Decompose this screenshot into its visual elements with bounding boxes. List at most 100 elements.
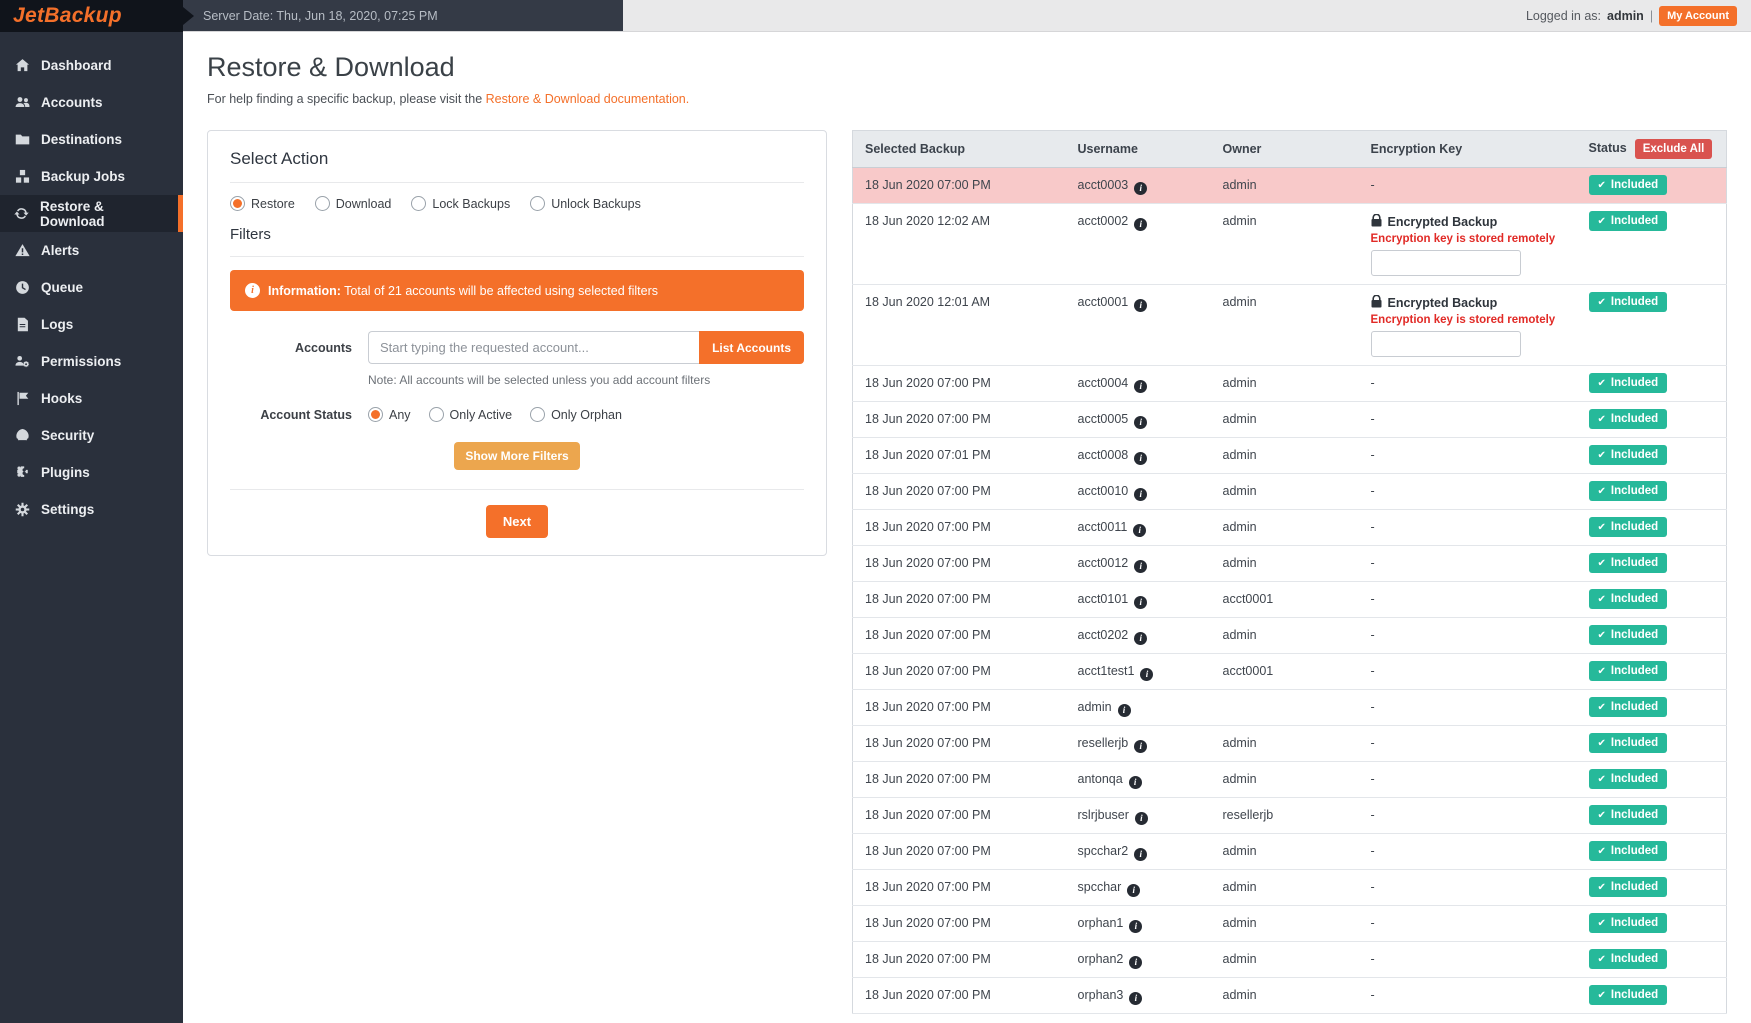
included-badge[interactable]: ✔ Included xyxy=(1588,517,1668,537)
info-icon[interactable]: i xyxy=(1134,559,1148,573)
included-badge[interactable]: ✔ Included xyxy=(1588,589,1668,609)
included-badge[interactable]: ✔ Included xyxy=(1588,625,1668,645)
table-row[interactable]: 18 Jun 2020 07:00 PM admin i - ✔ Included xyxy=(852,689,1727,726)
brand-logo[interactable]: JetBackup xyxy=(0,0,183,32)
info-icon[interactable]: i xyxy=(1134,847,1148,861)
included-badge[interactable]: ✔ Included xyxy=(1588,949,1668,969)
info-icon[interactable]: i xyxy=(1134,739,1148,753)
table-row[interactable]: 18 Jun 2020 07:00 PM antonqa i admin - ✔ I… xyxy=(852,761,1727,798)
included-badge[interactable]: ✔ Included xyxy=(1588,211,1668,231)
sidebar-item-security[interactable]: Security xyxy=(0,417,183,454)
show-more-filters-button[interactable]: Show More Filters xyxy=(454,442,580,470)
username-text: acct0005 xyxy=(1077,412,1129,426)
account-status-option-only-active[interactable]: Only Active xyxy=(428,407,512,422)
sidebar-item-logs[interactable]: Logs xyxy=(0,306,183,343)
included-badge[interactable]: ✔ Included xyxy=(1588,445,1668,465)
info-icon[interactable]: i xyxy=(1134,415,1148,429)
included-badge[interactable]: ✔ Included xyxy=(1588,481,1668,501)
included-badge[interactable]: ✔ Included xyxy=(1588,697,1668,717)
account-status-option-any[interactable]: Any xyxy=(368,407,411,422)
list-accounts-button[interactable]: List Accounts xyxy=(699,331,804,364)
info-icon[interactable]: i xyxy=(1129,919,1143,933)
included-badge[interactable]: ✔ Included xyxy=(1588,553,1668,573)
table-row[interactable]: 18 Jun 2020 07:00 PM acct0012 i admin - ✔… xyxy=(852,545,1727,582)
table-row[interactable]: 18 Jun 2020 07:00 PM spcchar i admin - ✔ I… xyxy=(852,869,1727,906)
sidebar-item-settings[interactable]: Settings xyxy=(0,491,183,528)
encryption-key-input[interactable] xyxy=(1370,250,1521,276)
table-row[interactable]: 18 Jun 2020 07:00 PM orphan1 i admin - ✔ I… xyxy=(852,905,1727,942)
table-row[interactable]: 18 Jun 2020 07:00 PM acct0010 i admin - ✔… xyxy=(852,473,1727,510)
info-icon[interactable]: i xyxy=(1129,991,1143,1005)
table-row[interactable]: 18 Jun 2020 07:00 PM spcchar2 i admin - ✔… xyxy=(852,833,1727,870)
info-icon[interactable]: i xyxy=(1134,595,1148,609)
table-row[interactable]: 18 Jun 2020 12:01 AM acct0001 i admin Enc… xyxy=(852,284,1727,366)
sidebar-item-plugins[interactable]: Plugins xyxy=(0,454,183,491)
info-icon[interactable]: i xyxy=(1127,883,1141,897)
table-row[interactable]: 18 Jun 2020 07:00 PM orphan3 i admin - ✔ I… xyxy=(852,977,1727,1014)
table-row[interactable]: 18 Jun 2020 07:00 PM acct0003 i admin - ✔… xyxy=(852,167,1727,204)
included-badge[interactable]: ✔ Included xyxy=(1588,913,1668,933)
info-icon[interactable]: i xyxy=(1134,298,1148,312)
sidebar-item-alerts[interactable]: Alerts xyxy=(0,232,183,269)
included-badge[interactable]: ✔ Included xyxy=(1588,841,1668,861)
table-row[interactable]: 18 Jun 2020 07:00 PM acct0004 i admin - ✔… xyxy=(852,365,1727,402)
table-row[interactable]: 18 Jun 2020 07:00 PM acct0005 i admin - ✔… xyxy=(852,401,1727,438)
sidebar-item-accounts[interactable]: Accounts xyxy=(0,84,183,121)
info-icon[interactable]: i xyxy=(1140,667,1154,681)
included-badge[interactable]: ✔ Included xyxy=(1588,769,1668,789)
info-icon[interactable]: i xyxy=(1117,703,1131,717)
included-badge[interactable]: ✔ Included xyxy=(1588,292,1668,312)
table-row[interactable]: 18 Jun 2020 07:00 PM acct0202 i admin - ✔… xyxy=(852,617,1727,654)
included-badge[interactable]: ✔ Included xyxy=(1588,373,1668,393)
included-badge[interactable]: ✔ Included xyxy=(1588,733,1668,753)
info-icon[interactable]: i xyxy=(1134,181,1148,195)
check-icon: ✔ xyxy=(1597,701,1606,713)
owner-cell: admin xyxy=(1210,545,1359,582)
info-icon[interactable]: i xyxy=(1134,487,1148,501)
sidebar-item-permissions[interactable]: Permissions xyxy=(0,343,183,380)
table-row[interactable]: 18 Jun 2020 07:00 PM acct0011 i admin - ✔… xyxy=(852,509,1727,546)
info-icon[interactable]: i xyxy=(1133,523,1147,537)
my-account-button[interactable]: My Account xyxy=(1659,5,1737,26)
next-button[interactable]: Next xyxy=(485,505,549,538)
info-icon[interactable]: i xyxy=(1134,379,1148,393)
action-option-lock-backups[interactable]: Lock Backups xyxy=(411,196,510,211)
sidebar-item-hooks[interactable]: Hooks xyxy=(0,380,183,417)
status-cell: ✔ Included xyxy=(1576,905,1727,942)
info-icon[interactable]: i xyxy=(1128,775,1142,789)
encryption-value: - xyxy=(1370,880,1375,894)
action-option-restore[interactable]: Restore xyxy=(230,196,295,211)
table-row[interactable]: 18 Jun 2020 12:02 AM acct0002 i admin Enc… xyxy=(852,203,1727,285)
table-row[interactable]: 18 Jun 2020 07:00 PM rslrjbuser i reselle… xyxy=(852,797,1727,834)
info-icon[interactable]: i xyxy=(1134,451,1148,465)
table-row[interactable]: 18 Jun 2020 07:00 PM resellerjb i admin -… xyxy=(852,725,1727,762)
info-icon[interactable]: i xyxy=(1129,955,1143,969)
action-option-download[interactable]: Download xyxy=(314,196,391,211)
encryption-key-input[interactable] xyxy=(1370,331,1521,357)
included-badge[interactable]: ✔ Included xyxy=(1588,805,1668,825)
included-badge[interactable]: ✔ Included xyxy=(1588,175,1668,195)
sidebar-item-destinations[interactable]: Destinations xyxy=(0,121,183,158)
puzzle-icon xyxy=(14,465,30,480)
sidebar-item-dashboard[interactable]: Dashboard xyxy=(0,47,183,84)
included-badge[interactable]: ✔ Included xyxy=(1588,409,1668,429)
included-badge[interactable]: ✔ Included xyxy=(1588,985,1668,1005)
sidebar-item-backup-jobs[interactable]: Backup Jobs xyxy=(0,158,183,195)
included-badge[interactable]: ✔ Included xyxy=(1588,877,1668,897)
accounts-search-input[interactable] xyxy=(368,331,700,364)
table-row[interactable]: 18 Jun 2020 07:00 PM acct1test1 i acct000… xyxy=(852,653,1727,690)
table-row[interactable]: 18 Jun 2020 07:00 PM orphan2 i admin - ✔ I… xyxy=(852,941,1727,978)
table-row[interactable]: 18 Jun 2020 07:00 PM acct0101 i acct0001 … xyxy=(852,581,1727,618)
sidebar-item-queue[interactable]: Queue xyxy=(0,269,183,306)
username-cell: orphan1 i xyxy=(1065,905,1211,942)
action-option-unlock-backups[interactable]: Unlock Backups xyxy=(530,196,641,211)
info-icon[interactable]: i xyxy=(1134,217,1148,231)
info-icon[interactable]: i xyxy=(1134,631,1148,645)
table-row[interactable]: 18 Jun 2020 07:01 PM acct0008 i admin - ✔… xyxy=(852,437,1727,474)
account-status-option-only-orphan[interactable]: Only Orphan xyxy=(530,407,622,422)
info-icon[interactable]: i xyxy=(1134,811,1148,825)
sidebar-item-restore-download[interactable]: Restore & Download xyxy=(0,195,183,232)
documentation-link[interactable]: Restore & Download documentation. xyxy=(485,92,690,106)
included-badge[interactable]: ✔ Included xyxy=(1588,661,1668,681)
exclude-all-button[interactable]: Exclude All xyxy=(1634,139,1713,159)
